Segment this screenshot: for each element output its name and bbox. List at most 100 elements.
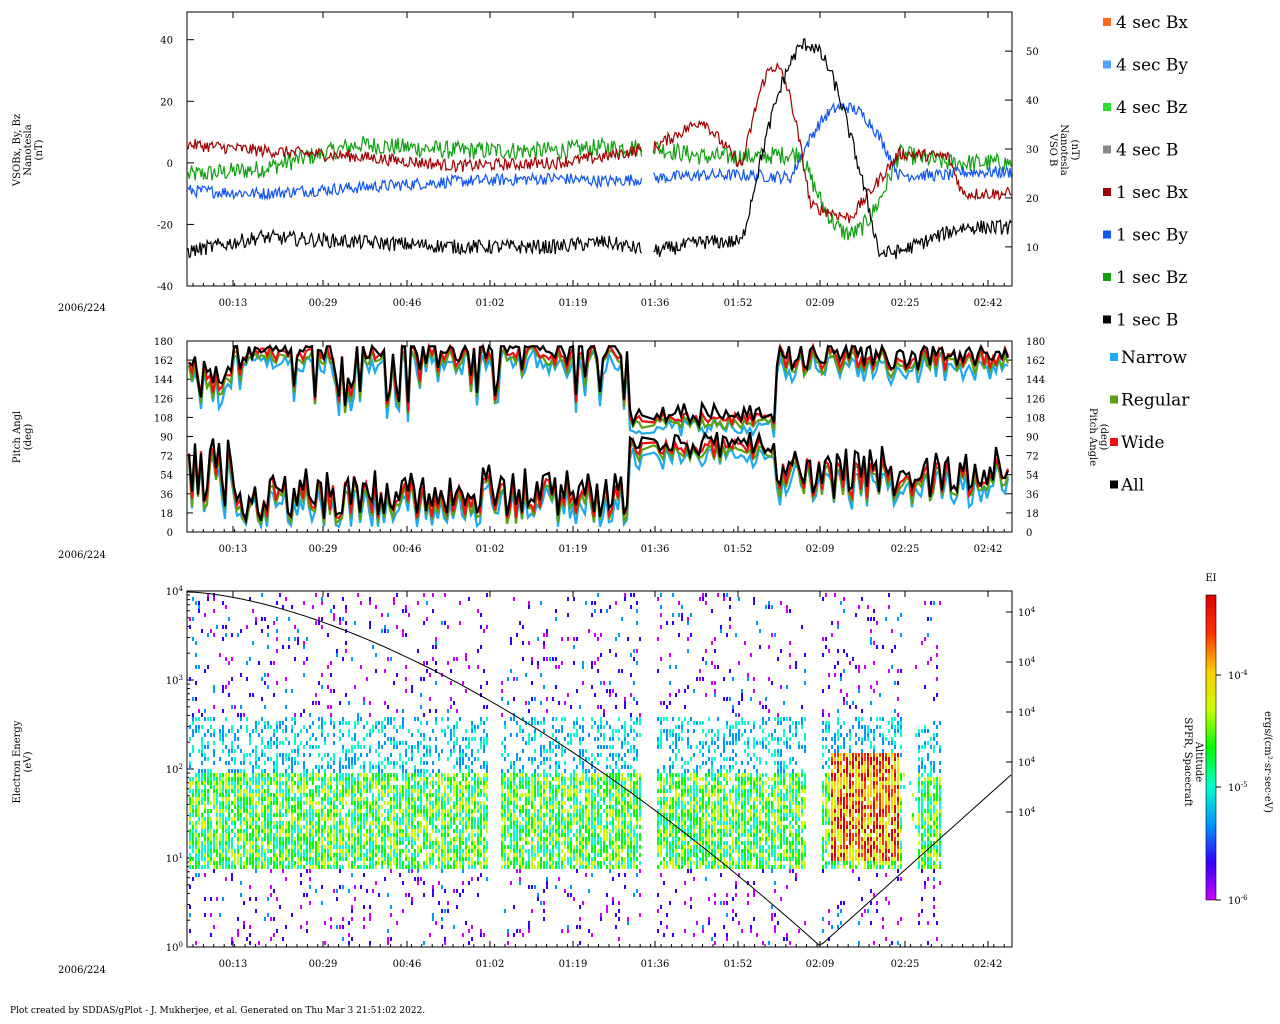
energy-pixel [420,677,422,681]
energy-pixel [246,725,248,729]
energy-pixel [282,793,284,797]
energy-pixel [513,849,515,853]
energy-pixel [396,861,398,865]
energy-pixel [342,789,344,793]
energy-pixel [234,865,236,869]
energy-pixel [432,829,434,833]
energy-pixel [279,829,281,833]
energy-pixel [351,777,353,781]
energy-pixel [339,829,341,833]
energy-pixel [405,865,407,869]
energy-pixel [657,737,659,741]
energy-pixel [429,793,431,797]
energy-pixel [462,849,464,853]
energy-pixel [630,725,632,729]
energy-pixel [282,645,284,649]
energy-pixel [414,805,416,809]
energy-pixel [477,805,479,809]
energy-pixel [222,825,224,829]
energy-pixel [372,841,374,845]
energy-pixel [249,781,251,785]
energy-pixel [213,689,215,693]
energy-pixel [609,809,611,813]
energy-pixel [462,805,464,809]
energy-pixel [612,809,614,813]
energy-pixel [471,857,473,861]
energy-pixel [582,825,584,829]
energy-pixel [576,805,578,809]
energy-pixel [387,825,389,829]
energy-pixel [558,817,560,821]
energy-pixel [570,853,572,857]
energy-time-label: 00:46 [393,959,422,970]
energy-pixel [264,849,266,853]
energy-pixel [561,753,563,757]
energy-pixel [486,849,488,853]
energy-pixel [573,833,575,837]
energy-pixel [462,833,464,837]
energy-pixel [282,813,284,817]
energy-pixel [189,905,191,909]
energy-pixel [657,833,659,837]
energy-pixel [309,793,311,797]
energy-pixel [234,797,236,801]
energy-pixel [567,733,569,737]
energy-pixel [414,865,416,869]
energy-pixel [279,741,281,745]
energy-pixel [372,861,374,865]
energy-pixel [486,741,488,745]
energy-y-tick-label: 102 [166,763,183,776]
energy-pixel [309,809,311,813]
energy-pixel [264,861,266,865]
energy-pixel [246,793,248,797]
energy-pixel [570,705,572,709]
energy-pixel [504,805,506,809]
energy-pixel [369,701,371,705]
energy-pixel [588,809,590,813]
energy-pixel [576,857,578,861]
energy-pixel [420,793,422,797]
energy-pixel [624,697,626,701]
energy-pixel [513,933,515,937]
energy-pixel [375,881,377,885]
energy-pixel [315,793,317,797]
energy-pixel [513,677,515,681]
energy-pixel [462,889,464,893]
energy-pixel [537,853,539,857]
energy-pixel [516,833,518,837]
energy-pixel [279,789,281,793]
energy-pixel [285,809,287,813]
energy-pixel [456,709,458,713]
energy-pixel [255,793,257,797]
energy-pixel [600,913,602,917]
energy-pixel [465,785,467,789]
energy-pixel [483,669,485,673]
energy-pixel [339,809,341,813]
energy-pixel [237,837,239,841]
energy-pixel [258,857,260,861]
energy-pixel [381,721,383,725]
energy-pixel [657,841,659,845]
energy-pixel [228,753,230,757]
energy-pixel [306,657,308,661]
energy-y-tick-label: 101 [166,852,183,865]
energy-pixel [450,849,452,853]
energy-pixel [636,865,638,869]
energy-pixel [522,773,524,777]
energy-pixel [600,753,602,757]
energy-pixel [207,789,209,793]
energy-pixel [387,777,389,781]
energy-pixel [387,837,389,841]
energy-pixel [477,837,479,841]
energy-pixel [291,913,293,917]
energy-pixel [537,817,539,821]
energy-pixel [396,709,398,713]
energy-pixel [483,765,485,769]
energy-pixel [618,821,620,825]
energy-pixel [537,821,539,825]
energy-pixel [579,817,581,821]
energy-ylabel-line-0: Electron Energy [12,720,23,803]
energy-pixel [345,821,347,825]
energy-pixel [528,785,530,789]
energy-pixel [501,829,503,833]
